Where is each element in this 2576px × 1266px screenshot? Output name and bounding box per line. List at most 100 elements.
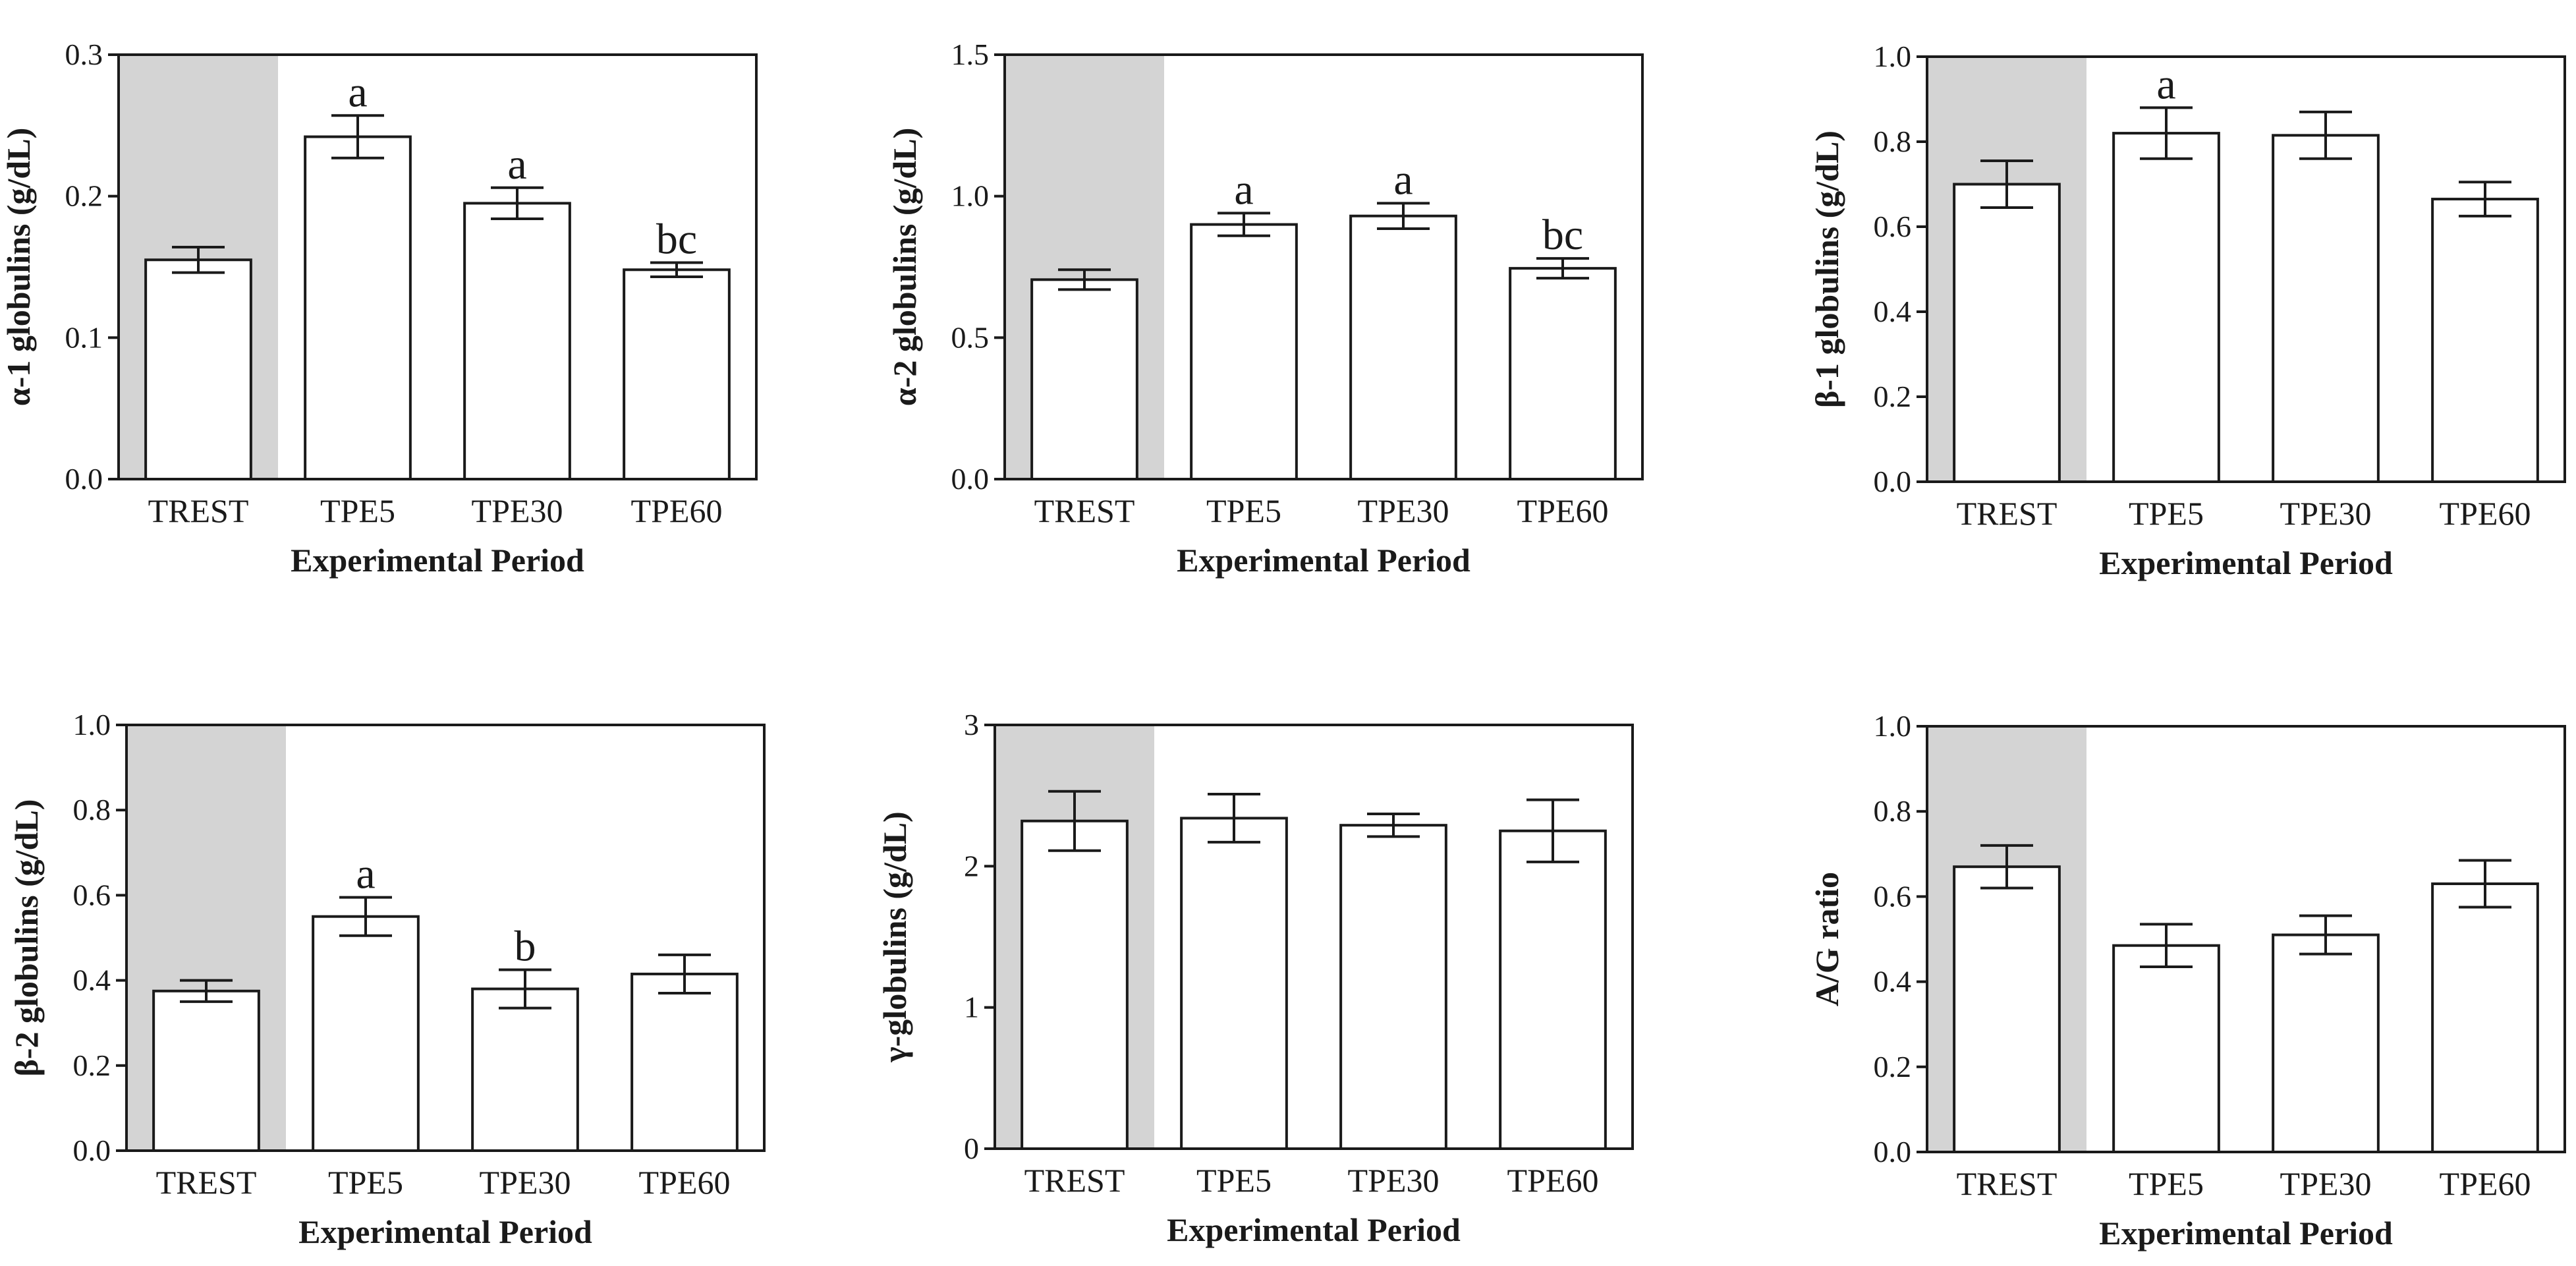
x-axis-label: Experimental Period (2099, 1215, 2393, 1252)
y-tick-label: 0.4 (73, 964, 111, 997)
y-tick-label: 0.0 (73, 1134, 111, 1167)
bar-trest (1021, 819, 1129, 1151)
y-tick-label: 0.5 (951, 320, 990, 354)
chart-panel-6: TREST TPE5 TPE30 TPE60 0.0 0.2 0.4 0.6 0.8 1.0 Exp… (1808, 709, 2566, 1252)
y-axis-label: A/G ratio (1808, 872, 1845, 1006)
y-tick-label: 0 (964, 1132, 979, 1165)
x-tick-label: TPE60 (639, 1164, 731, 1201)
y-tick-label: 0.6 (73, 878, 111, 911)
significance-label: a (2156, 60, 2175, 108)
y-axis-label: γ-globulins (g/dL) (876, 811, 913, 1062)
x-tick-label: TPE5 (328, 1164, 403, 1201)
bar-tpe30 (2272, 933, 2380, 1154)
bar-tpe5 (2112, 132, 2220, 484)
bar-tpe60 (2431, 882, 2539, 1154)
y-tick-label: 3 (964, 708, 979, 741)
x-axis-label: Experimental Period (291, 542, 584, 579)
x-tick-label: TPE30 (472, 492, 563, 529)
bar-tpe30 (463, 202, 571, 480)
y-tick-label: 0.6 (1874, 210, 1912, 243)
chart-panel-3: TREST a TPE5 TPE30 TPE60 0.0 0.2 0.4 0.6 0.8 1.0 Ex… (1808, 40, 2566, 581)
plot-frame (1003, 53, 1644, 480)
significance-label: bc (1542, 211, 1583, 259)
significance-label: a (356, 850, 375, 898)
bar-tpe60 (1509, 267, 1617, 480)
x-tick-label: TPE5 (1196, 1162, 1272, 1199)
y-tick-label: 0.8 (73, 793, 111, 826)
y-tick-label: 0.2 (65, 179, 103, 213)
y-axis-label: β-1 globulins (g/dL) (1808, 130, 1845, 408)
chart-panel-5: TREST TPE5 TPE30 TPE60 0 1 2 3 Experimental Peri… (876, 708, 1634, 1248)
x-tick-label: TPE60 (631, 492, 723, 529)
x-tick-label: TPE30 (1358, 492, 1449, 529)
y-tick-label: 0.2 (1874, 1050, 1912, 1083)
y-tick-label: 0.6 (1874, 879, 1912, 913)
y-axis-label: α-2 globulins (g/dL) (886, 128, 923, 406)
significance-label: b (515, 922, 536, 970)
x-tick-label: TPE30 (2280, 1165, 2372, 1202)
plot-frame (1926, 55, 2566, 483)
plot-frame (994, 724, 1634, 1150)
bar-tpe5 (312, 915, 420, 1152)
significance-label: a (1393, 156, 1413, 204)
significance-label: a (1234, 165, 1253, 214)
plot-frame (1926, 725, 2566, 1153)
x-tick-label: TPE30 (480, 1164, 571, 1201)
chart-panel-1: TREST a TPE5 a TPE30 bc TPE60 0.0 0.1 0.2 0.3 Exper… (0, 38, 758, 579)
x-tick-label: TREST (1957, 495, 2058, 532)
chart-panel-4: TREST a TPE5 b TPE30 TPE60 0.0 0.2 0.4 0.6 0.8 1.0 E… (8, 708, 766, 1250)
bar-trest (1030, 278, 1138, 480)
y-tick-label: 0.4 (1874, 295, 1912, 328)
chart-panel-2: TREST a TPE5 a TPE30 bc TPE60 0.0 0.5 1.0 1.5 Exper… (886, 38, 1644, 579)
x-tick-label: TPE60 (2440, 1165, 2531, 1202)
x-tick-label: TPE30 (1348, 1162, 1440, 1199)
bar-trest (152, 989, 260, 1152)
x-tick-label: TREST (156, 1164, 257, 1201)
y-tick-label: 0.3 (65, 38, 103, 71)
y-tick-label: 0.0 (1874, 465, 1912, 498)
y-tick-label: 1.0 (1874, 709, 1912, 743)
y-tick-label: 2 (964, 849, 979, 882)
x-tick-label: TPE5 (2129, 1165, 2204, 1202)
x-tick-label: TREST (148, 492, 249, 529)
y-axis-label: β-2 globulins (g/dL) (8, 799, 45, 1077)
y-tick-label: 0.1 (65, 320, 103, 354)
plot-frame (125, 724, 766, 1152)
bar-tpe5 (2112, 944, 2220, 1153)
bar-tpe60 (1499, 829, 1607, 1150)
bar-tpe5 (304, 135, 412, 481)
bar-tpe60 (630, 972, 739, 1153)
y-tick-label: 1.0 (1874, 40, 1912, 73)
y-tick-label: 0.8 (1874, 794, 1912, 828)
x-axis-label: Experimental Period (1167, 1211, 1461, 1248)
x-tick-label: TPE30 (2280, 495, 2372, 532)
x-tick-label: TPE60 (2440, 495, 2531, 532)
y-axis-label: α-1 globulins (g/dL) (0, 128, 37, 406)
bar-tpe60 (2431, 198, 2539, 483)
plot-frame (117, 53, 758, 480)
bar-tpe30 (2272, 134, 2380, 483)
x-axis-label: Experimental Period (298, 1213, 592, 1250)
x-tick-label: TPE60 (1507, 1162, 1599, 1199)
y-tick-label: 0.4 (1874, 965, 1912, 998)
bar-tpe5 (1190, 223, 1298, 480)
bar-tpe5 (1180, 817, 1288, 1150)
bar-tpe60 (623, 268, 731, 480)
x-axis-label: Experimental Period (2099, 544, 2393, 581)
y-tick-label: 0.0 (1874, 1135, 1912, 1168)
x-tick-label: TPE5 (2129, 495, 2204, 532)
x-tick-label: TPE5 (320, 492, 395, 529)
x-tick-label: TREST (1024, 1162, 1125, 1199)
significance-label: bc (656, 216, 697, 264)
y-tick-label: 1 (964, 991, 979, 1024)
y-tick-label: 0.2 (73, 1049, 111, 1082)
y-tick-label: 0.0 (65, 462, 103, 496)
x-tick-label: TREST (1034, 492, 1135, 529)
x-tick-label: TREST (1957, 1165, 2058, 1202)
y-tick-label: 1.0 (73, 708, 111, 741)
bar-trest (144, 258, 252, 480)
bar-trest (1953, 183, 2061, 483)
y-tick-label: 1.0 (951, 179, 990, 213)
significance-label: a (507, 140, 526, 188)
